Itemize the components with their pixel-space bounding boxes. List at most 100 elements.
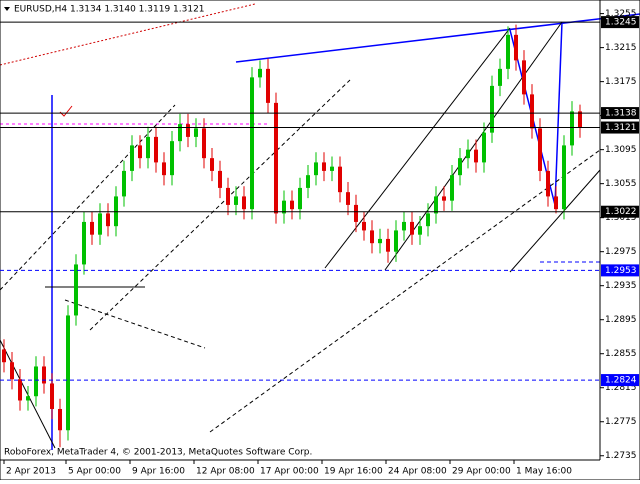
candle-body	[338, 166, 342, 193]
candle-body	[570, 111, 574, 146]
x-tick-label: 5 Apr 00:00	[68, 467, 121, 477]
channel-line	[509, 169, 601, 273]
candle-body	[474, 149, 478, 163]
candle-body	[146, 136, 150, 159]
candle-body	[194, 128, 198, 137]
level-label-box	[601, 107, 639, 120]
candle-body	[362, 221, 366, 231]
candle-body	[522, 60, 526, 95]
candle-body	[242, 196, 246, 210]
candle-body	[482, 132, 486, 163]
candle-body	[186, 124, 190, 137]
candle-body	[138, 145, 142, 159]
candle-body	[506, 34, 510, 69]
x-tick-label: 17 Apr 00:00	[260, 467, 319, 477]
title-icon	[4, 7, 10, 11]
candle-body	[378, 238, 382, 244]
level-label-box	[601, 205, 639, 218]
y-tick-label: 1.3095	[605, 145, 637, 155]
candle-body	[322, 162, 326, 171]
y-tick-label: 1.2895	[605, 315, 637, 325]
candle-body	[418, 226, 422, 235]
candle-body	[578, 111, 582, 128]
candle-body	[82, 221, 86, 265]
candle-body	[10, 362, 14, 380]
y-tick-label: 1.2735	[605, 451, 637, 461]
level-label-box	[601, 374, 639, 387]
candle-body	[106, 213, 110, 227]
y-tick-label: 1.2975	[605, 247, 637, 257]
candle-body	[282, 200, 286, 214]
candle-body	[306, 175, 310, 188]
candle-body	[330, 166, 334, 171]
candles	[2, 24, 582, 448]
candle-body	[346, 192, 350, 205]
candle-body	[90, 221, 94, 235]
candle-body	[162, 162, 166, 176]
candle-body	[42, 366, 46, 384]
x-tick-label: 29 Apr 00:00	[452, 467, 511, 477]
candle-body	[298, 187, 302, 210]
chart-title: EURUSD,H4 1.3134 1.3140 1.3119 1.3121	[14, 5, 205, 15]
candle-body	[354, 204, 358, 222]
y-tick-label: 1.3175	[605, 77, 637, 87]
candle-body	[98, 213, 102, 235]
y-tick-label: 1.2935	[605, 281, 637, 291]
candle-body	[458, 158, 462, 176]
candle-body	[74, 264, 78, 316]
candle-body	[250, 77, 254, 210]
candle-body	[258, 68, 262, 78]
candle-body	[170, 141, 174, 176]
candle-body	[202, 128, 206, 159]
candle-body	[450, 175, 454, 201]
y-tick-label: 1.3055	[605, 179, 637, 189]
candle-body	[130, 145, 134, 171]
level-label-box	[601, 264, 639, 277]
level-label: 1.3022	[605, 207, 637, 217]
candle-body	[546, 170, 550, 197]
candle-body	[490, 85, 494, 133]
level-label-box	[601, 16, 639, 29]
x-tick-label: 1 May 16:00	[516, 467, 572, 477]
candle-body	[466, 149, 470, 159]
candle-body	[66, 315, 70, 431]
candle-body	[266, 68, 270, 103]
candle-body	[514, 34, 518, 61]
dashed-channel	[0, 104, 176, 291]
channel-line	[384, 21, 563, 271]
candle-body	[426, 213, 430, 227]
candle-body	[394, 230, 398, 252]
candle-body	[442, 196, 446, 201]
candle-body	[18, 379, 22, 401]
candle-body	[26, 396, 30, 401]
level-label: 1.3138	[605, 109, 637, 119]
dashed-channel	[209, 149, 601, 433]
candle-body	[2, 349, 6, 363]
x-tick-label: 9 Apr 16:00	[132, 467, 185, 477]
dashed-channel	[64, 299, 206, 349]
candle-body	[410, 221, 414, 235]
y-tick-label: 1.3255	[605, 9, 637, 19]
y-tick-label: 1.2775	[605, 417, 637, 427]
level-label: 1.2953	[605, 266, 637, 276]
candle-body	[154, 136, 158, 163]
candle-body	[402, 221, 406, 231]
x-tick-label: 12 Apr 08:00	[196, 467, 255, 477]
x-tick-label: 24 Apr 08:00	[388, 467, 447, 477]
level-label: 1.2824	[605, 376, 637, 386]
level-label: 1.3121	[605, 123, 637, 133]
candle-body	[58, 408, 62, 431]
x-tick-label: 19 Apr 16:00	[324, 467, 383, 477]
candle-body	[226, 187, 230, 205]
y-tick-label: 1.2855	[605, 349, 637, 359]
candle-body	[122, 170, 126, 197]
candle-body	[530, 94, 534, 129]
candle-body	[218, 170, 222, 188]
candle-body	[370, 230, 374, 244]
y-tick-label: 1.3215	[605, 43, 637, 53]
candle-body	[274, 102, 278, 214]
x-tick-label: 2 Apr 2013	[6, 467, 56, 477]
